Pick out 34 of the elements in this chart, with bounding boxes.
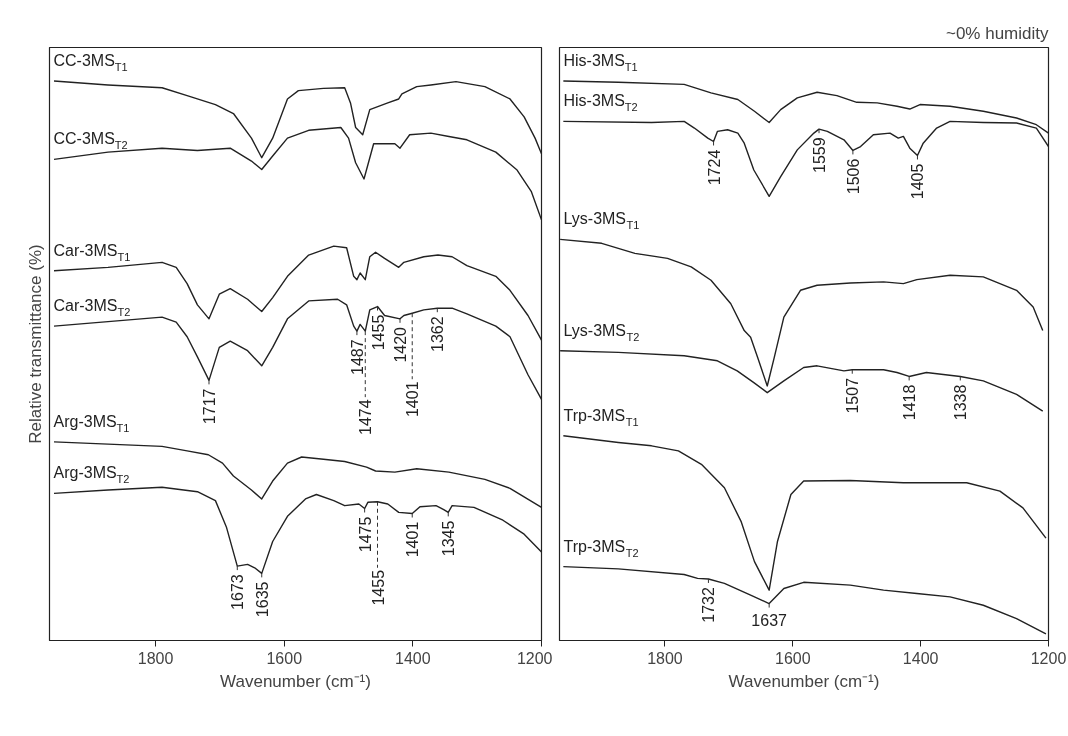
annotation: 1637 — [751, 611, 788, 629]
annotation: 1475 — [356, 516, 374, 553]
annotation: 1724 — [705, 149, 723, 186]
annotation: 1362 — [429, 316, 447, 352]
annotation: 1507 — [844, 377, 862, 414]
annotation: 1401 — [404, 381, 422, 418]
annotation: 1559 — [811, 137, 829, 173]
x-tick-label: 1200 — [516, 649, 553, 667]
x-axis-title: Wavenumber (cm⁻¹) — [728, 671, 880, 691]
x-tick-label: 1600 — [775, 649, 811, 667]
annotation: 1732 — [700, 587, 718, 623]
chart-title: ~0% humidity — [945, 23, 1049, 43]
annotation: 1418 — [901, 384, 919, 421]
x-axis-title: Wavenumber (cm⁻¹) — [220, 671, 371, 691]
annotation: 1474 — [357, 399, 375, 435]
x-tick-label: 1400 — [395, 649, 431, 667]
x-tick-label: 1200 — [1030, 649, 1067, 667]
annotation: 1345 — [440, 520, 458, 557]
x-tick-label: 1600 — [266, 649, 303, 667]
y-axis-title: Relative transmittance (%) — [25, 244, 45, 444]
annotation: 1455 — [369, 569, 387, 606]
x-tick-label: 1800 — [647, 649, 683, 667]
x-tick-label: 1400 — [902, 649, 939, 667]
annotation: 1401 — [404, 521, 422, 558]
annotation: 1487 — [348, 339, 366, 375]
annotation: 1673 — [229, 574, 247, 610]
annotation: 1506 — [844, 158, 862, 195]
x-tick-label: 1800 — [137, 649, 174, 667]
annotation: 1405 — [909, 163, 927, 200]
annotation: 1455 — [369, 314, 387, 351]
annotation: 1420 — [392, 326, 410, 363]
annotation: 1338 — [952, 384, 970, 421]
annotation: 1635 — [253, 581, 271, 618]
annotation: 1717 — [201, 388, 218, 425]
